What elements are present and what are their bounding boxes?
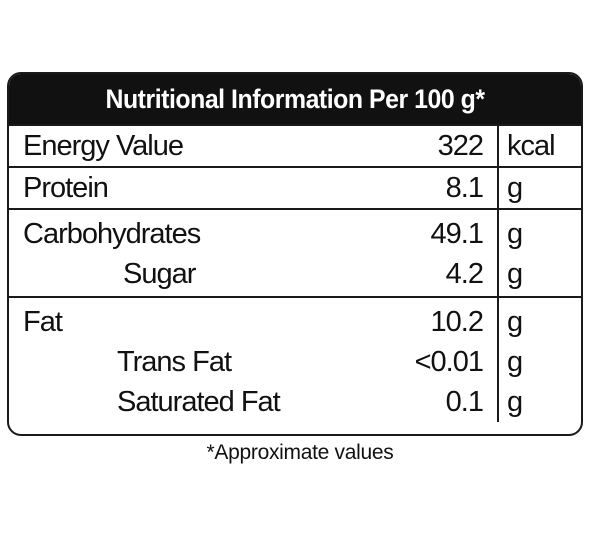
group-energy: Energy Value 322 kcal (9, 124, 581, 166)
table-row: Saturated Fat 0.1 g (9, 382, 581, 422)
nutrient-name: Protein (23, 171, 109, 204)
column-divider (497, 298, 499, 422)
nutrient-name: Fat (23, 305, 63, 338)
column-divider (497, 126, 499, 166)
footnote: *Approximate values (206, 441, 394, 464)
nutrient-unit: g (507, 171, 523, 204)
nutrient-name: Trans Fat (117, 345, 232, 378)
table-row: Protein 8.1 g (9, 168, 581, 208)
nutrient-name: Energy Value (23, 129, 184, 162)
nutrient-value: 4.2 (445, 257, 484, 290)
table-row: Trans Fat <0.01 g (9, 342, 581, 382)
column-divider (497, 168, 499, 208)
nutrient-name: Sugar (123, 257, 196, 290)
nutrient-unit: g (507, 257, 523, 290)
group-carbohydrates: Carbohydrates 49.1 g Sugar 4.2 g (9, 208, 581, 296)
nutrient-unit: g (507, 385, 523, 418)
column-divider (497, 210, 499, 296)
table-row: Carbohydrates 49.1 g (9, 214, 581, 254)
nutrient-unit: g (507, 345, 523, 378)
nutrient-value: 322 (437, 129, 484, 162)
nutrient-name: Saturated Fat (117, 385, 281, 418)
nutrient-value: <0.01 (414, 345, 484, 378)
nutrient-value: 49.1 (430, 217, 484, 250)
table-row: Energy Value 322 kcal (9, 126, 581, 166)
table-row: Fat 10.2 g (9, 302, 581, 342)
nutrient-name: Carbohydrates (23, 217, 201, 250)
nutrition-table: Nutritional Information Per 100 g* Energ… (7, 72, 583, 436)
group-protein: Protein 8.1 g (9, 166, 581, 208)
nutrient-unit: kcal (507, 129, 556, 162)
table-row: Sugar 4.2 g (9, 254, 581, 294)
nutrient-value: 10.2 (430, 305, 484, 338)
table-header: Nutritional Information Per 100 g* (9, 74, 581, 124)
nutrient-unit: g (507, 217, 523, 250)
nutrient-value: 8.1 (445, 171, 484, 204)
nutrient-value: 0.1 (445, 385, 484, 418)
nutrient-unit: g (507, 305, 523, 338)
table-title: Nutritional Information Per 100 g* (105, 83, 485, 114)
group-fat: Fat 10.2 g Trans Fat <0.01 g Saturated F… (9, 296, 581, 422)
